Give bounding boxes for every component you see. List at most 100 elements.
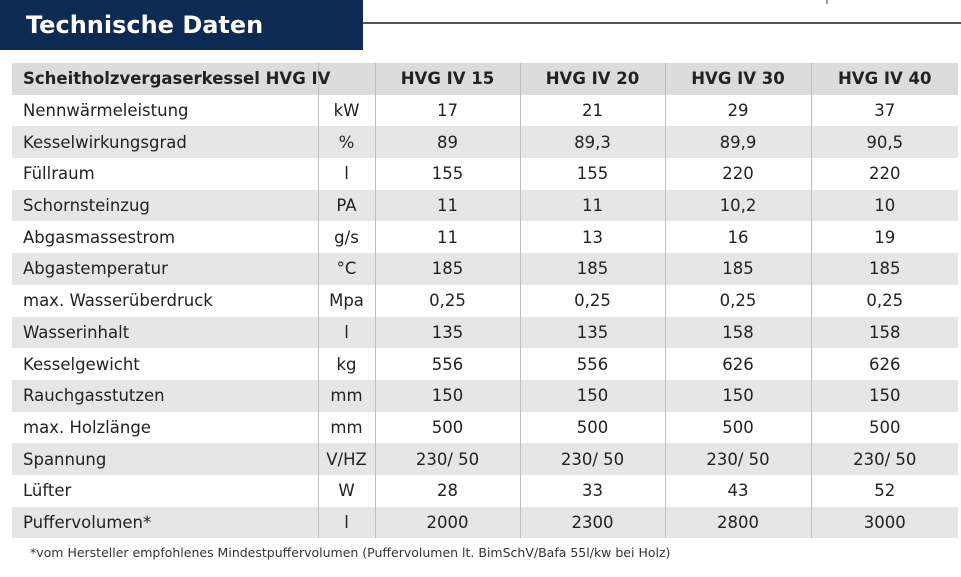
row-label: Kesselgewicht — [12, 348, 319, 380]
table-row: Rauchgasstutzen mm 150 150 150 150 — [12, 379, 958, 412]
table-row: max. Wasserüberdruck Mpa 0,25 0,25 0,25 0,25 — [12, 284, 958, 317]
row-label: Abgastemperatur — [12, 253, 319, 285]
row-unit: °C — [318, 253, 376, 285]
row-value: 11 — [375, 189, 521, 222]
row-value: 230/ 50 — [811, 443, 958, 475]
header-hvg-iv-30: HVG IV 30 — [665, 63, 812, 95]
row-value: 150 — [520, 379, 666, 412]
row-value: 230/ 50 — [375, 443, 521, 475]
row-value: 2800 — [665, 506, 812, 539]
row-label: Rauchgasstutzen — [12, 379, 319, 412]
row-value: 2000 — [375, 506, 521, 539]
header-hvg-iv-15: HVG IV 15 — [375, 63, 521, 95]
row-value: 16 — [665, 221, 812, 254]
title-divider — [363, 22, 961, 24]
row-label: Schornsteinzug — [12, 189, 319, 222]
row-value: 10 — [811, 189, 958, 222]
row-value: 150 — [811, 379, 958, 412]
table-row: Abgasmassestrom g/s 11 13 16 19 — [12, 221, 958, 254]
row-label: Wasserinhalt — [12, 316, 319, 349]
table-row: Spannung V/HZ 230/ 50 230/ 50 230/ 50 230/ 50 — [12, 443, 958, 475]
header-hvg-iv-20: HVG IV 20 — [520, 63, 666, 95]
row-value: 500 — [811, 411, 958, 444]
footnote: *vom Hersteller empfohlenes Mindestpuffe… — [30, 545, 671, 560]
row-unit: V/HZ — [318, 443, 376, 475]
table-row: Abgastemperatur °C 185 185 185 185 — [12, 253, 958, 285]
row-value: 185 — [665, 253, 812, 285]
row-value: 185 — [375, 253, 521, 285]
row-value: 13 — [520, 221, 666, 254]
row-value: 135 — [520, 316, 666, 349]
table-row: max. Holzlänge mm 500 500 500 500 — [12, 411, 958, 444]
table-row: Lüfter W 28 33 43 52 — [12, 474, 958, 507]
row-value: 230/ 50 — [520, 443, 666, 475]
row-value: 185 — [811, 253, 958, 285]
row-label: Füllraum — [12, 158, 319, 190]
header-hvg-iv-40: HVG IV 40 — [811, 63, 958, 95]
row-value: 0,25 — [665, 284, 812, 317]
row-value: 43 — [665, 474, 812, 507]
row-value: 220 — [665, 158, 812, 190]
row-value: 0,25 — [375, 284, 521, 317]
row-unit: g/s — [318, 221, 376, 254]
row-value: 135 — [375, 316, 521, 349]
row-unit: kW — [318, 94, 376, 127]
row-value: 155 — [375, 158, 521, 190]
row-value: 89 — [375, 126, 521, 159]
row-value: 10,2 — [665, 189, 812, 222]
page-title: Technische Daten — [0, 0, 363, 50]
row-unit: kg — [318, 348, 376, 380]
table-row: Puffervolumen* l 2000 2300 2800 3000 — [12, 506, 958, 539]
row-unit: PA — [318, 189, 376, 222]
row-unit: Mpa — [318, 284, 376, 317]
row-value: 158 — [665, 316, 812, 349]
row-unit: mm — [318, 379, 376, 412]
row-value: 28 — [375, 474, 521, 507]
row-value: 230/ 50 — [665, 443, 812, 475]
row-unit: W — [318, 474, 376, 507]
row-value: 33 — [520, 474, 666, 507]
row-unit: l — [318, 158, 376, 190]
row-value: 150 — [665, 379, 812, 412]
row-value: 556 — [375, 348, 521, 380]
row-label: Nennwärmeleistung — [12, 94, 319, 127]
row-label: Kesselwirkungsgrad — [12, 126, 319, 159]
row-unit: % — [318, 126, 376, 159]
header-unit — [318, 63, 376, 95]
row-label: max. Holzlänge — [12, 411, 319, 444]
table-header-row: Scheitholzvergaserkessel HVG IV HVG IV 1… — [12, 63, 958, 95]
header-product: Scheitholzvergaserkessel HVG IV — [12, 63, 330, 95]
row-value: 626 — [811, 348, 958, 380]
row-value: 21 — [520, 94, 666, 127]
row-value: 17 — [375, 94, 521, 127]
table-row: Schornsteinzug PA 11 11 10,2 10 — [12, 189, 958, 222]
spec-table: Scheitholzvergaserkessel HVG IV HVG IV 1… — [12, 63, 958, 539]
table-row: Kesselwirkungsgrad% 89 89,3 89,9 90,5 — [12, 126, 958, 159]
row-value: 52 — [811, 474, 958, 507]
table-row: Nennwärmeleistung kW 17 21 29 37 — [12, 94, 958, 127]
row-value: 556 — [520, 348, 666, 380]
row-value: 185 — [520, 253, 666, 285]
row-label: Lüfter — [12, 474, 319, 507]
row-value: 0,25 — [811, 284, 958, 317]
row-unit: l — [318, 506, 376, 539]
row-value: 220 — [811, 158, 958, 190]
row-value: 500 — [375, 411, 521, 444]
row-label: Spannung — [12, 443, 319, 475]
row-value: 11 — [375, 221, 521, 254]
row-label: Puffervolumen* — [12, 506, 319, 539]
table-row: Füllraum l 155 155 220 220 — [12, 158, 958, 190]
row-value: 3000 — [811, 506, 958, 539]
row-value: 500 — [665, 411, 812, 444]
row-value: 158 — [811, 316, 958, 349]
row-label: Abgasmassestrom — [12, 221, 319, 254]
row-unit: l — [318, 316, 376, 349]
table-row: Kesselgewicht kg 556 556 626 626 — [12, 348, 958, 380]
row-value: 89,9 — [665, 126, 812, 159]
row-value: 19 — [811, 221, 958, 254]
row-label: max. Wasserüberdruck — [12, 284, 319, 317]
row-value: 626 — [665, 348, 812, 380]
row-value: 155 — [520, 158, 666, 190]
row-value: 90,5 — [811, 126, 958, 159]
row-value: 2300 — [520, 506, 666, 539]
